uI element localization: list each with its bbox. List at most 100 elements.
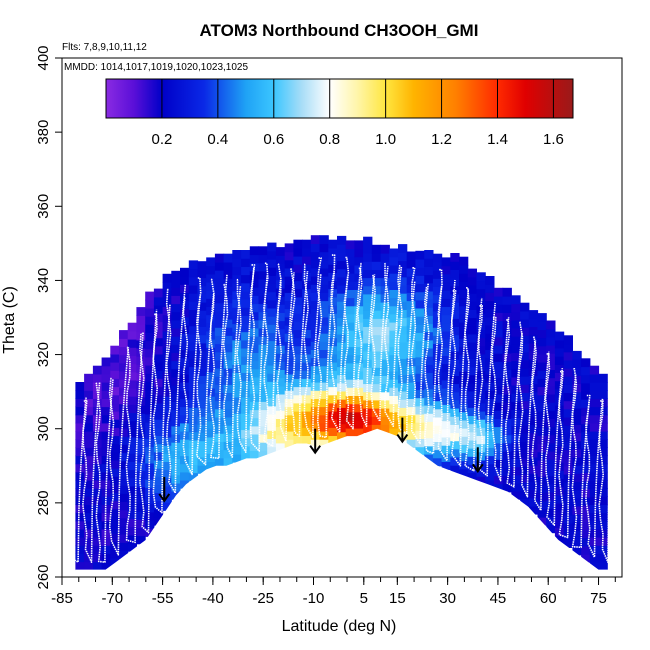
heatmap-cell [476, 451, 486, 461]
heatmap-cell [293, 272, 303, 282]
heatmap-cell [284, 357, 294, 367]
heatmap-cell [493, 304, 504, 313]
heatmap-cell [249, 360, 260, 370]
heatmap-cell [441, 330, 451, 340]
heatmap-cell [328, 239, 338, 249]
heatmap-cell [528, 383, 539, 393]
heatmap-cell [520, 359, 530, 369]
heatmap-cell [363, 236, 373, 246]
heatmap-cell [127, 510, 137, 520]
heatmap-cell [467, 431, 477, 441]
heatmap-cell [345, 387, 355, 396]
heatmap-cell [581, 537, 591, 547]
heatmap-cell [371, 334, 382, 344]
heatmap-cell [537, 484, 547, 494]
heatmap-cell [546, 353, 556, 362]
heatmap-cell [284, 251, 294, 261]
heatmap-cell [180, 479, 190, 489]
heatmap-cell [162, 371, 172, 381]
x-tick-label: 45 [490, 590, 507, 607]
heatmap-cell [258, 385, 268, 394]
heatmap-cell [206, 420, 216, 430]
heatmap-cell [537, 313, 547, 322]
heatmap-cell [371, 399, 382, 409]
heatmap-cell [528, 310, 539, 319]
heatmap-cell [459, 379, 469, 388]
heatmap-cell [214, 400, 225, 410]
heatmap-cell [598, 553, 608, 563]
heatmap-cell [214, 294, 225, 304]
heatmap-cell [127, 339, 137, 348]
heatmap-cell [258, 433, 268, 443]
heatmap-cell [258, 401, 268, 411]
flight-track-profile [383, 262, 403, 427]
heatmap-cell [589, 553, 600, 563]
heatmap-cell [572, 505, 582, 515]
heatmap-cell [249, 401, 260, 411]
heatmap-cell [537, 337, 547, 347]
heatmap-cell [398, 358, 408, 368]
heatmap-cell [293, 435, 303, 445]
heatmap-cell [406, 308, 416, 318]
flight-track-profile [437, 268, 456, 462]
y-tick-label: 400 [35, 45, 52, 70]
heatmap-cell [249, 385, 260, 394]
heatmap-cell [528, 318, 539, 327]
heatmap-cell [389, 273, 399, 282]
heatmap-cell [441, 363, 451, 373]
heatmap-cell [432, 343, 443, 353]
heatmap-cell [554, 502, 565, 512]
heatmap-cell [232, 258, 242, 267]
heatmap-cell [302, 427, 312, 436]
heatmap-cell [572, 383, 582, 393]
heatmap-cell [214, 433, 225, 442]
heatmap-cell [432, 433, 443, 442]
heatmap-cell [241, 372, 251, 382]
heatmap-cell [528, 456, 539, 466]
heatmap-cell [581, 545, 591, 555]
heatmap-cell [310, 365, 321, 375]
heatmap-cell [528, 416, 539, 425]
heatmap-cell [214, 449, 225, 459]
heatmap-cell [511, 482, 521, 492]
heatmap-cell [406, 398, 416, 408]
heatmap-cell [267, 373, 277, 382]
heatmap-cell [92, 496, 103, 505]
heatmap-cell [502, 312, 512, 322]
heatmap-cell [319, 259, 329, 269]
heatmap-cell [406, 251, 416, 261]
heatmap-cell [502, 467, 512, 477]
heatmap-cell [319, 382, 329, 391]
flight-track-profile [410, 267, 429, 445]
heatmap-cell [145, 307, 155, 317]
heatmap-cell [267, 316, 277, 325]
heatmap-cell [511, 458, 521, 468]
heatmap-cell [153, 296, 164, 306]
heatmap-cell [75, 512, 85, 522]
flight-tracks [68, 254, 615, 563]
heatmap-cell [127, 404, 137, 413]
heatmap-cell [127, 379, 137, 389]
heatmap-cell [537, 500, 547, 510]
heatmap-cell [572, 350, 582, 360]
flights-note: Flts: 7,8,9,10,11,12 [62, 42, 147, 53]
heatmap-cell [546, 491, 556, 501]
heatmap-cell [310, 251, 321, 261]
heatmap-cell [432, 408, 443, 418]
heatmap-cell [450, 399, 460, 409]
y-axis: 260 280 300 320 340 360 380 400 [35, 45, 62, 590]
heatmap-cell [206, 436, 216, 446]
heatmap-cell [127, 526, 137, 536]
heatmap-cell [258, 417, 268, 427]
heatmap-cell [493, 344, 504, 354]
heatmap-cell [162, 355, 172, 365]
heatmap-cell [371, 383, 382, 393]
heatmap-cell [223, 270, 233, 279]
flight-track-profile [357, 267, 376, 427]
heatmap-cell [206, 363, 216, 373]
heatmap-cell [92, 537, 103, 546]
heatmap-cell [249, 352, 260, 362]
heatmap-cell [127, 494, 137, 503]
heatmap-cell [598, 430, 608, 440]
heatmap-cell [145, 487, 155, 497]
